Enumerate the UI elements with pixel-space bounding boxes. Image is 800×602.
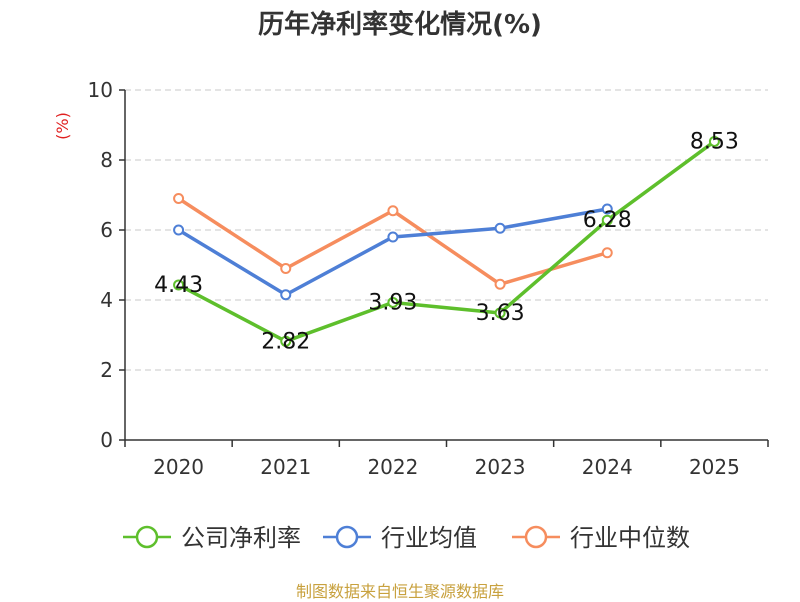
data-labels: 4.43 2.82 3.93 3.63 6.28 8.53 — [154, 129, 739, 354]
grid-lines — [125, 89, 768, 371]
x-tick-label: 2022 — [367, 455, 418, 479]
data-label: 6.28 — [583, 208, 632, 233]
series-point-1 — [280, 289, 292, 301]
series-point-0 — [601, 214, 613, 226]
y-tick-label: 10 — [88, 78, 113, 102]
legend: 公司净利率 行业均值 行业中位数 — [123, 524, 690, 552]
legend-item-2: 行业中位数 — [512, 524, 690, 552]
series-point-2 — [387, 205, 399, 217]
series-point-2 — [280, 263, 292, 274]
legend-marker — [524, 525, 548, 549]
y-tick-label: 6 — [100, 218, 113, 242]
y-tick-label: 8 — [100, 148, 113, 172]
series-point-0 — [387, 296, 399, 308]
legend-label: 行业中位数 — [570, 524, 690, 552]
legend-item-0: 公司净利率 — [123, 524, 301, 552]
y-tick-label: 2 — [100, 358, 113, 382]
x-tick-label: 2023 — [475, 455, 526, 479]
x-tick-label: 2020 — [153, 455, 204, 479]
data-label: 2.82 — [261, 329, 310, 354]
data-label: 8.53 — [690, 129, 739, 154]
series-point-2 — [494, 278, 506, 290]
series-point-2 — [601, 247, 613, 259]
legend-item-1: 行业均值 — [323, 524, 477, 552]
series-layer — [173, 135, 720, 347]
series-point-0 — [494, 307, 506, 319]
series-point-0 — [173, 279, 185, 291]
y-tick-label: 4 — [100, 288, 113, 312]
axes: 0 2 4 6 8 10 2020 2021 2022 2023 2024 2025 (%) — [53, 78, 769, 479]
legend-marker — [135, 525, 159, 549]
source-note: 制图数据来自恒生聚源数据库 — [295, 582, 504, 601]
series-point-0 — [708, 135, 720, 147]
series-point-1 — [601, 203, 613, 215]
x-tick-label: 2024 — [582, 455, 633, 479]
chart-title: 历年净利率变化情况(%) — [258, 10, 542, 40]
series-point-0 — [280, 335, 292, 347]
legend-label: 行业均值 — [381, 524, 477, 552]
x-tick-label: 2021 — [260, 455, 311, 479]
series-line-1 — [176, 207, 609, 297]
y-axis-label: (%) — [53, 112, 72, 140]
legend-marker — [335, 525, 359, 549]
series-point-1 — [494, 222, 506, 234]
data-label: 4.43 — [154, 273, 203, 298]
series-point-2 — [173, 193, 185, 204]
series-point-1 — [173, 224, 185, 236]
legend-label: 公司净利率 — [181, 524, 301, 552]
x-tick-label: 2025 — [689, 455, 740, 479]
data-label: 3.93 — [368, 290, 417, 315]
data-label: 3.63 — [476, 301, 525, 326]
series-line-0 — [176, 139, 717, 344]
series-point-1 — [387, 231, 399, 243]
y-tick-label: 0 — [100, 428, 113, 452]
